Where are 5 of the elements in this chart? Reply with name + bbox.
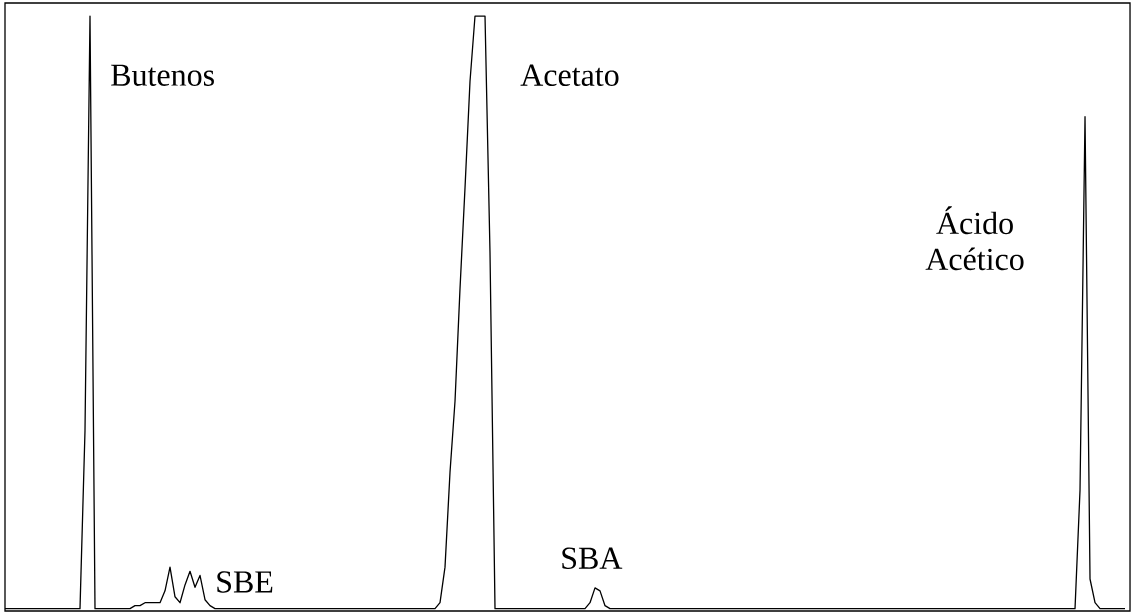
annotation: Acetato xyxy=(520,64,619,87)
annotation: Butenos xyxy=(111,64,214,86)
annotation: SBE xyxy=(217,571,273,593)
annotation: SBA xyxy=(562,547,623,570)
annotation: Ácido Acético xyxy=(925,206,1024,271)
